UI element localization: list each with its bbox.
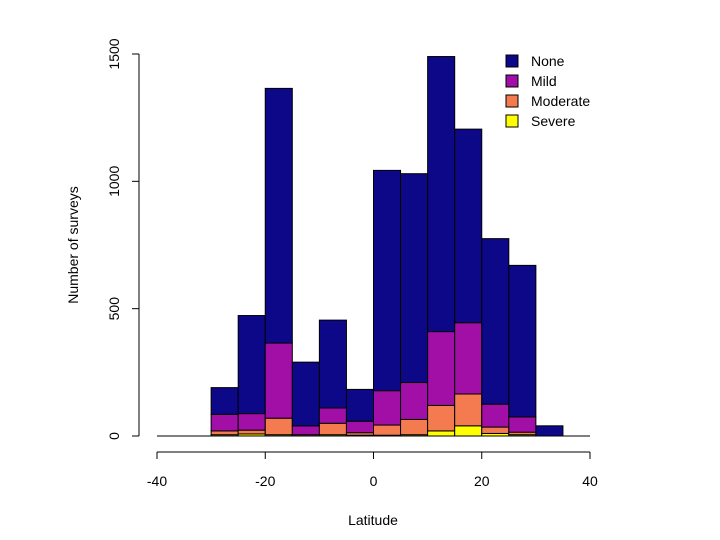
bar-moderate-bin--30 bbox=[210, 430, 239, 436]
bar-none-bin-15 bbox=[454, 128, 483, 324]
legend: None Mild Moderate Severe bbox=[505, 53, 590, 129]
bar-mild-bin-25 bbox=[508, 416, 537, 433]
legend-swatch-mild bbox=[505, 74, 519, 88]
bar-moderate-bin-15 bbox=[454, 393, 483, 427]
legend-swatch-severe bbox=[505, 114, 519, 128]
legend-label-mild: Mild bbox=[531, 73, 557, 89]
bar-none-bin--5 bbox=[345, 388, 374, 422]
bar-severe-bin-10 bbox=[427, 430, 456, 437]
bar-none-bin-30 bbox=[535, 425, 564, 437]
bar-moderate-bin-5 bbox=[400, 418, 429, 436]
y-tick-label: 500 bbox=[106, 297, 122, 321]
bar-none-bin--15 bbox=[291, 361, 320, 427]
y-tick-label: 1500 bbox=[106, 38, 122, 69]
bar-mild-bin--20 bbox=[264, 342, 293, 419]
bar-none-bin-25 bbox=[508, 264, 537, 418]
bar-moderate-bin--20 bbox=[264, 417, 293, 436]
x-axis: -40 -20 0 20 40 bbox=[147, 451, 598, 489]
bar-mild-bin-10 bbox=[427, 331, 456, 406]
x-tick-label: 0 bbox=[370, 473, 378, 489]
bar-mild-bin-20 bbox=[481, 403, 510, 428]
bar-none-bin--20 bbox=[264, 87, 293, 344]
x-tick-label: 40 bbox=[582, 473, 598, 489]
bar-moderate-bin--25 bbox=[237, 429, 266, 435]
bar-mild-bin--10 bbox=[318, 407, 347, 424]
legend-label-moderate: Moderate bbox=[531, 93, 590, 109]
bar-moderate-bin-10 bbox=[427, 404, 456, 432]
bar-mild-bin--30 bbox=[210, 413, 239, 432]
y-tick-label: 0 bbox=[106, 432, 122, 440]
bar-mild-bin-5 bbox=[400, 382, 429, 420]
y-axis-title: Number of surveys bbox=[65, 186, 81, 303]
bar-mild-bin--25 bbox=[237, 413, 266, 431]
y-axis: 0 500 1000 1500 bbox=[106, 38, 140, 440]
bar-none-bin-10 bbox=[427, 56, 456, 333]
bar-none-bin-20 bbox=[481, 238, 510, 405]
legend-swatch-moderate bbox=[505, 94, 519, 108]
x-tick-label: -20 bbox=[255, 473, 275, 489]
bar-severe-bin-15 bbox=[454, 425, 483, 437]
legend-label-severe: Severe bbox=[531, 113, 576, 129]
bar-mild-bin--5 bbox=[345, 420, 374, 434]
legend-label-none: None bbox=[531, 53, 565, 69]
bars-group bbox=[157, 56, 590, 437]
bar-moderate-bin-0 bbox=[373, 424, 402, 436]
x-tick-label: -40 bbox=[147, 473, 167, 489]
bar-none-bin--25 bbox=[237, 315, 266, 415]
bar-moderate-bin--10 bbox=[318, 422, 347, 436]
bar-mild-bin-0 bbox=[373, 390, 402, 426]
x-axis-title: Latitude bbox=[348, 512, 398, 528]
legend-swatch-none bbox=[505, 54, 519, 68]
bar-none-bin--30 bbox=[210, 387, 239, 415]
y-tick-label: 1000 bbox=[106, 166, 122, 197]
bar-mild-bin--15 bbox=[291, 425, 320, 436]
bar-mild-bin-15 bbox=[454, 322, 483, 395]
bar-none-bin-5 bbox=[400, 173, 429, 384]
bar-none-bin--10 bbox=[318, 319, 347, 409]
bar-moderate-bin-20 bbox=[481, 426, 510, 434]
bar-none-bin-0 bbox=[373, 169, 402, 392]
x-tick-label: 20 bbox=[474, 473, 490, 489]
